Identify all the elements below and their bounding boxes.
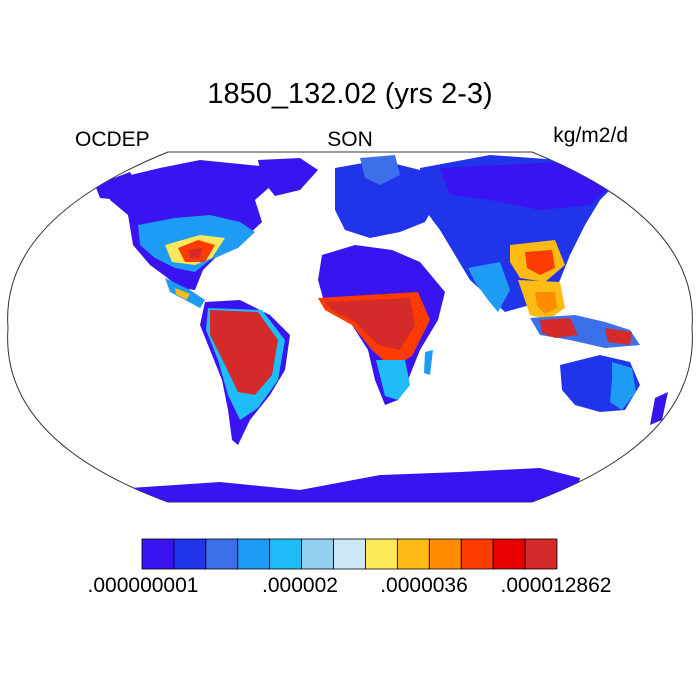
ca-yellow <box>175 288 190 300</box>
indonesia-hot <box>540 318 578 338</box>
alaska <box>95 172 140 200</box>
colorbar-swatch <box>269 538 303 570</box>
china-hot <box>525 250 555 275</box>
colorbar-label-1: .000000001 <box>87 574 199 597</box>
colorbar-swatch <box>141 538 175 570</box>
na-hot-2 <box>188 248 202 258</box>
asia-north <box>440 162 615 210</box>
colorbar-swatch <box>396 538 430 570</box>
colorbar-swatch <box>365 538 398 570</box>
colorbar-label-2: .000002 <box>262 574 338 597</box>
plot-title: 1850_132.02 (yrs 2-3) <box>207 78 493 110</box>
sa-hot <box>210 310 278 395</box>
colorbar-swatch <box>173 538 207 570</box>
colorbar-label-3: .0000036 <box>380 574 468 597</box>
colorbar-swatch <box>237 538 271 570</box>
new-zealand <box>650 392 668 425</box>
antarctica <box>125 468 580 502</box>
europe <box>335 160 440 238</box>
colorbar-label-4: .000012862 <box>500 574 612 597</box>
colorbar-swatch <box>524 538 558 570</box>
colorbar-swatch <box>205 538 239 570</box>
africa-south-blue <box>376 360 410 400</box>
variable-label: OCDEP <box>75 128 150 151</box>
colorbar-swatch <box>460 538 494 570</box>
se-asia-hot <box>535 292 557 314</box>
australia-east <box>610 362 636 410</box>
greenland <box>258 158 318 196</box>
colorbar-swatch <box>492 538 526 570</box>
scandinavia <box>360 155 400 185</box>
units-label: kg/m2/d <box>553 124 628 147</box>
png-hot <box>605 328 632 345</box>
season-label: SON <box>327 128 373 151</box>
madagascar <box>424 350 433 375</box>
colorbar-swatch <box>333 538 366 570</box>
africa-hot <box>325 298 415 350</box>
india <box>468 262 510 312</box>
colorbar-swatch <box>301 538 334 570</box>
colorbar-swatch <box>428 538 462 570</box>
